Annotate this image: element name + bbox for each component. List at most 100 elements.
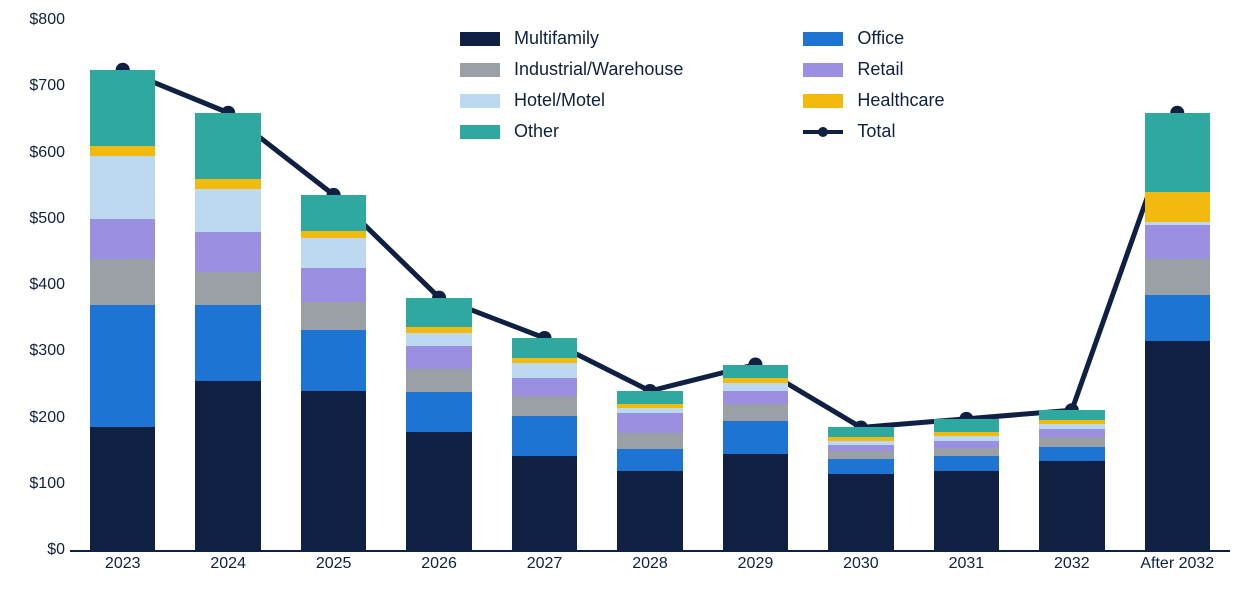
y-tick-label: $600 [0,144,65,162]
legend-swatch [460,32,500,46]
bar-segment-industrial [1039,437,1104,447]
bar-segment-multifamily [406,432,471,550]
legend-label: Hotel/Motel [514,90,605,111]
bar-segment-healthcare [1039,420,1104,424]
bar [1039,20,1104,550]
y-tick-label: $300 [0,342,65,360]
legend-label: Total [857,121,895,142]
bar-segment-office [828,459,893,474]
bar-segment-industrial [90,259,155,305]
bar [1145,20,1210,550]
legend-swatch [460,63,500,77]
legend-swatch [803,63,843,77]
bar-segment-office [406,392,471,432]
legend-item-industrial: Industrial/Warehouse [460,59,683,80]
bar-segment-retail [1145,225,1210,258]
bar-segment-retail [1039,429,1104,437]
legend-label: Office [857,28,904,49]
bar-segment-multifamily [1039,461,1104,550]
bar-segment-hotel [90,156,155,219]
legend-item-hotel: Hotel/Motel [460,90,683,111]
bar-segment-office [90,305,155,428]
legend-item-retail: Retail [803,59,944,80]
x-tick-label: 2025 [316,555,352,573]
bar-segment-industrial [617,433,682,450]
legend-label: Other [514,121,559,142]
bar-segment-healthcare [1145,192,1210,222]
bar-segment-other [723,365,788,378]
x-tick-label: 2030 [843,555,879,573]
legend-item-office: Office [803,28,944,49]
bar-segment-industrial [195,272,260,305]
bar-segment-healthcare [90,146,155,156]
y-tick-label: $200 [0,409,65,427]
y-tick-label: $400 [0,276,65,294]
x-tick-label: 2029 [738,555,774,573]
bar-segment-office [1145,295,1210,341]
x-tick-label: 2024 [210,555,246,573]
y-tick-label: $700 [0,77,65,95]
bar-segment-other [406,298,471,328]
legend-label: Multifamily [514,28,599,49]
bar [90,20,155,550]
legend-item-total: Total [803,121,944,142]
bar-segment-other [1039,410,1104,420]
legend-item-healthcare: Healthcare [803,90,944,111]
bar-segment-multifamily [195,381,260,550]
bar-segment-office [1039,447,1104,460]
bar-segment-hotel [1145,222,1210,225]
y-tick-label: $100 [0,475,65,493]
bar-segment-office [512,416,577,456]
legend-swatch [460,125,500,139]
legend-label: Industrial/Warehouse [514,59,683,80]
bar-segment-multifamily [934,471,999,551]
legend-item-multifamily: Multifamily [460,28,683,49]
y-tick-label: $500 [0,210,65,228]
legend-swatch [460,94,500,108]
bar-segment-hotel [406,333,471,346]
bar-segment-other [195,113,260,179]
bar-segment-retail [90,219,155,259]
bar [301,20,366,550]
legend-item-other: Other [460,121,683,142]
bar-segment-healthcare [301,231,366,238]
bar-segment-healthcare [934,432,999,436]
legend-label: Retail [857,59,903,80]
legend: Multifamily Office Industrial/Warehouse Ret… [460,28,944,142]
bar-segment-hotel [301,238,366,268]
bar-segment-industrial [512,396,577,416]
bar-segment-multifamily [828,474,893,550]
bar-segment-healthcare [195,179,260,189]
bar-segment-healthcare [512,358,577,363]
bar-segment-retail [723,391,788,404]
x-tick-label: 2031 [949,555,985,573]
legend-swatch [803,32,843,46]
bar-segment-hotel [195,189,260,232]
bar-segment-multifamily [512,456,577,550]
bar-segment-other [1145,113,1210,193]
bar-segment-multifamily [1145,341,1210,550]
bar-segment-industrial [828,451,893,459]
bar-segment-hotel [1039,424,1104,429]
bar-segment-other [934,419,999,432]
bar-segment-other [828,427,893,437]
bar-segment-retail [406,346,471,369]
x-tick-label: After 2032 [1140,555,1214,573]
x-tick-label: 2023 [105,555,141,573]
bar-segment-other [617,391,682,404]
chart-container: $0 $100 $200 $300 $400 $500 $600 $700 $8… [0,0,1250,600]
legend-swatch-line [803,125,843,139]
bar-segment-other [512,338,577,358]
bar-segment-healthcare [406,327,471,332]
bar-segment-industrial [1145,259,1210,295]
bar-segment-retail [195,232,260,272]
bar-segment-hotel [723,383,788,391]
bar [195,20,260,550]
bar-segment-retail [301,268,366,302]
bar-segment-hotel [828,441,893,445]
x-tick-label: 2026 [421,555,457,573]
bar-segment-hotel [617,408,682,413]
bar-segment-industrial [723,404,788,421]
x-tick-label: 2027 [527,555,563,573]
bar-segment-office [195,305,260,381]
